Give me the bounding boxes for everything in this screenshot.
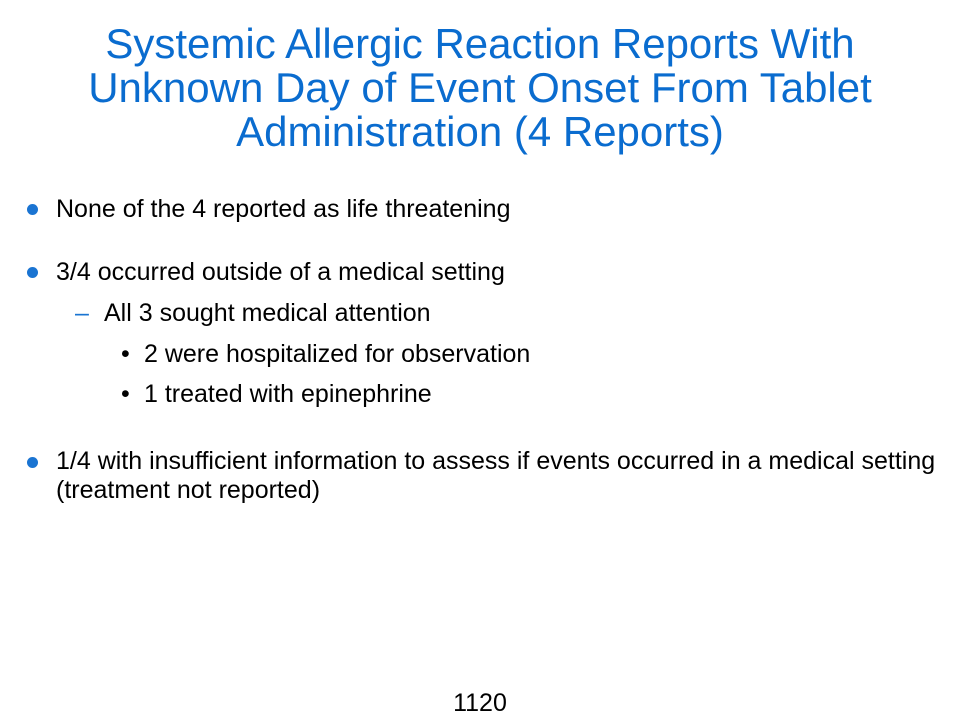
bullet-1-text: None of the 4 reported as life threateni…: [56, 195, 511, 223]
subsub-bullet-1-text: 2 were hospitalized for observation: [144, 340, 531, 368]
sub-bullet-text: All 3 sought medical attention: [104, 299, 431, 327]
title-line-3: Administration (4 Reports): [236, 108, 724, 155]
title-line-1: Systemic Allergic Reaction Reports With: [105, 20, 855, 67]
dash-marker: –: [75, 299, 89, 327]
bullet-2-text: 3/4 occurred outside of a medical settin…: [56, 258, 505, 286]
subsub-bullet-2-text: 1 treated with epinephrine: [144, 380, 432, 408]
page-number: 1120: [453, 689, 507, 717]
bullet-dot-icon: [27, 267, 38, 278]
bullet-dot-icon: [27, 204, 38, 215]
slide-title: Systemic Allergic Reaction Reports With …: [20, 22, 940, 154]
subsub-bullet-marker: •: [121, 380, 130, 408]
bullet-dot-icon: [27, 457, 38, 468]
bullet-3-text: 1/4 with insufficient information to ass…: [56, 447, 936, 504]
subsub-bullet-marker: •: [121, 340, 130, 368]
title-line-2: Unknown Day of Event Onset From Tablet: [88, 64, 872, 111]
